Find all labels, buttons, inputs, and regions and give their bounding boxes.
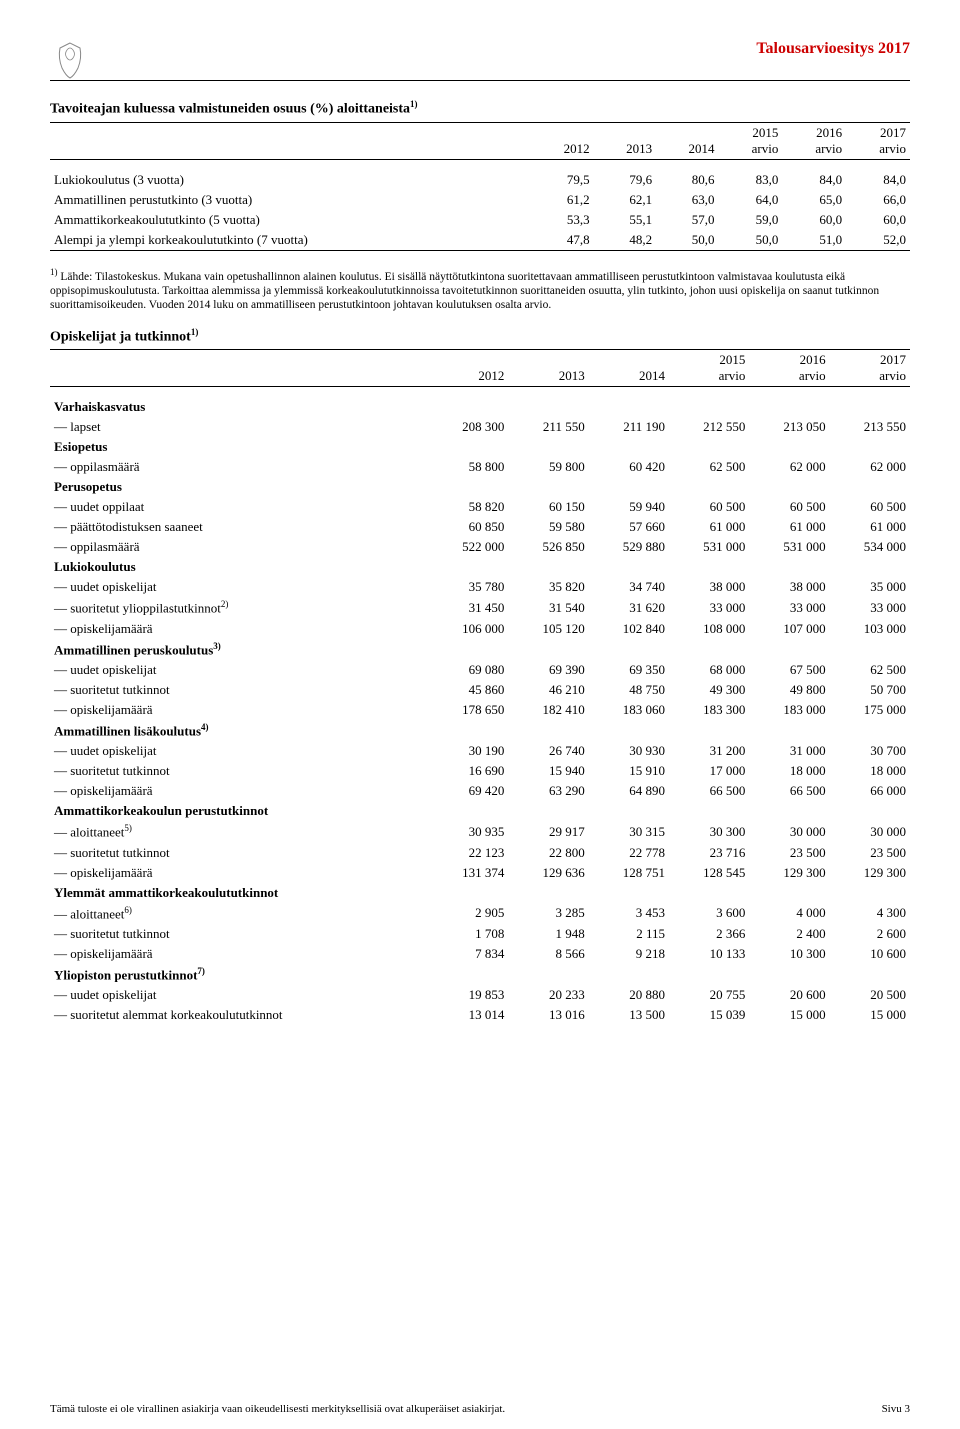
table2-title: Opiskelijat ja tutkinnot1) (50, 327, 910, 346)
table-row: — lapset208 300211 550211 190212 550213 … (50, 417, 910, 437)
footer-left: Tämä tuloste ei ole virallinen asiakirja… (50, 1403, 505, 1415)
table-row: Ammattikorkeakoulututkinto (5 vuotta)53,… (50, 210, 910, 230)
table-row: — suoritetut tutkinnot45 86046 21048 750… (50, 680, 910, 700)
t2-col-2014: 2014 (589, 350, 669, 387)
table-row: — suoritetut tutkinnot1 7081 9482 1152 3… (50, 924, 910, 944)
table1-footnote: 1) Lähde: Tilastokeskus. Mukana vain ope… (50, 267, 910, 313)
table-row: Ammatillinen lisäkoulutus4) (50, 720, 910, 741)
table-row: Alempi ja ylempi korkeakoulututkinto (7 … (50, 230, 910, 251)
t1-col-2016: 2016arvio (782, 122, 846, 159)
table-row: Ammatillinen peruskoulutus3) (50, 639, 910, 660)
table-row: — oppilasmäärä58 80059 80060 42062 50062… (50, 457, 910, 477)
table-row: — uudet opiskelijat30 19026 74030 93031 … (50, 741, 910, 761)
table1-footnote-text: Lähde: Tilastokeskus. Mukana vain opetus… (50, 270, 879, 311)
table-row: — uudet opiskelijat35 78035 82034 74038 … (50, 577, 910, 597)
table-row: — aloittaneet6)2 9053 2853 4533 6004 000… (50, 903, 910, 924)
table-row: — opiskelijamäärä178 650182 410183 06018… (50, 700, 910, 720)
table-row: — uudet opiskelijat69 08069 39069 35068 … (50, 660, 910, 680)
t2-col-2015: 2015arvio (669, 350, 749, 387)
t1-col-2012: 2012 (531, 122, 593, 159)
table-row: — suoritetut tutkinnot22 12322 80022 778… (50, 843, 910, 863)
table1: 2012 2013 2014 2015arvio 2016arvio 2017a… (50, 122, 910, 253)
table-row: — uudet oppilaat58 82060 15059 94060 500… (50, 497, 910, 517)
t1-col-2015: 2015arvio (719, 122, 783, 159)
table-row: — oppilasmäärä522 000526 850529 880531 0… (50, 537, 910, 557)
table-row: Ammattikorkeakoulun perustutkinnot (50, 801, 910, 821)
t1-col-2017: 2017arvio (846, 122, 910, 159)
footer: Tämä tuloste ei ole virallinen asiakirja… (50, 1403, 910, 1415)
table-row: — uudet opiskelijat19 85320 23320 88020 … (50, 985, 910, 1005)
table1-title: Tavoiteajan kuluessa valmistuneiden osuu… (50, 99, 910, 118)
table-row: — suoritetut tutkinnot16 69015 94015 910… (50, 761, 910, 781)
table-row: Ammatillinen perustutkinto (3 vuotta)61,… (50, 190, 910, 210)
table2-title-sup: 1) (191, 327, 199, 337)
t2-col-2017: 2017arvio (830, 350, 910, 387)
table-row: Esiopetus (50, 437, 910, 457)
table-row: — aloittaneet5)30 93529 91730 31530 3003… (50, 821, 910, 842)
table2-title-text: Opiskelijat ja tutkinnot (50, 329, 191, 344)
doc-title: Talousarvioesitys 2017 (50, 40, 910, 58)
table-row: Ylemmät ammattikorkeakoulututkinnot (50, 883, 910, 903)
table-row: — opiskelijamäärä69 42063 29064 89066 50… (50, 781, 910, 801)
table-row: Yliopiston perustutkinnot7) (50, 964, 910, 985)
t2-col-2016: 2016arvio (749, 350, 829, 387)
header-logo (50, 40, 90, 80)
table-row: Lukiokoulutus (50, 557, 910, 577)
table-row: — opiskelijamäärä106 000105 120102 84010… (50, 619, 910, 639)
t2-col-2013: 2013 (508, 350, 588, 387)
table-row: — opiskelijamäärä7 8348 5669 21810 13310… (50, 944, 910, 964)
header-rule (50, 80, 910, 81)
table-row: — suoritetut ylioppilastutkinnot2)31 450… (50, 597, 910, 618)
table1-footnote-marker: 1) (50, 267, 58, 277)
table-row: — päättötodistuksen saaneet60 85059 5805… (50, 517, 910, 537)
table-row: — opiskelijamäärä131 374129 636128 75112… (50, 863, 910, 883)
table-row: Lukiokoulutus (3 vuotta)79,579,680,683,0… (50, 170, 910, 190)
table-row: Perusopetus (50, 477, 910, 497)
table1-title-text: Tavoiteajan kuluessa valmistuneiden osuu… (50, 102, 410, 117)
footer-right: Sivu 3 (882, 1403, 910, 1415)
t1-col-2013: 2013 (594, 122, 656, 159)
table-row: — suoritetut alemmat korkeakoulututkinno… (50, 1005, 910, 1025)
t1-col-2014: 2014 (656, 122, 718, 159)
t2-col-2012: 2012 (428, 350, 508, 387)
table1-title-sup: 1) (410, 99, 418, 109)
table2: 2012 2013 2014 2015arvio 2016arvio 2017a… (50, 349, 910, 1025)
table-row: Varhaiskasvatus (50, 397, 910, 417)
